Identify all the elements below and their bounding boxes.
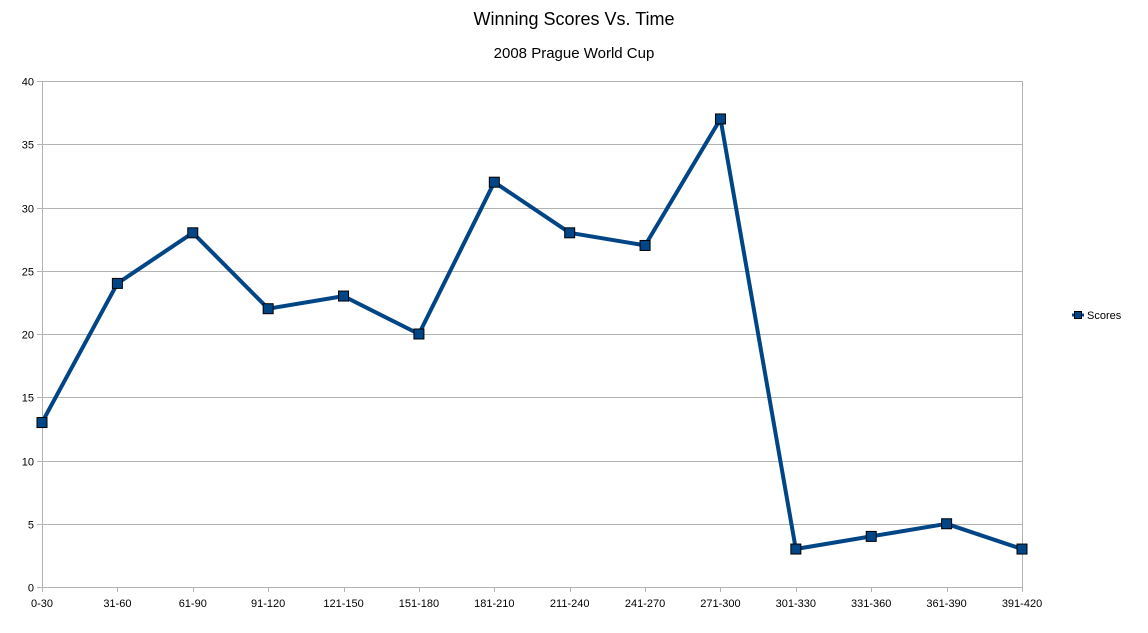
y-tick-label-20: 20: [22, 330, 34, 342]
x-tick-label-211-240: 211-240: [550, 598, 590, 610]
x-tick-label-241-270: 241-270: [625, 598, 665, 610]
legend-label-scores: Scores: [1087, 310, 1122, 322]
axes: [37, 81, 1023, 592]
data-point-241-270: [639, 239, 651, 251]
y-tick-label-40: 40: [22, 77, 34, 89]
x-tick-label-271-300: 271-300: [700, 598, 740, 610]
x-tick-label-121-150: 121-150: [323, 598, 363, 610]
y-tick-label-0: 0: [28, 583, 34, 595]
data-point-391-420: [1016, 543, 1028, 555]
data-point-181-210: [488, 176, 500, 188]
y-tick-label-15: 15: [22, 393, 34, 405]
grid-lines: [42, 81, 1022, 525]
data-point-301-330: [790, 543, 802, 555]
y-tick-label-10: 10: [22, 457, 34, 469]
series-lines: [40, 116, 1024, 551]
x-tick-label-61-90: 61-90: [179, 598, 207, 610]
data-point-0-30: [36, 417, 48, 429]
x-tick-label-301-330: 301-330: [776, 598, 816, 610]
data-point-91-120: [262, 303, 274, 315]
x-tick-label-31-60: 31-60: [103, 598, 131, 610]
x-tick-label-181-210: 181-210: [474, 598, 514, 610]
data-point-331-360: [865, 530, 877, 542]
legend-marker-swatch: [1074, 311, 1082, 319]
data-point-211-240: [564, 227, 576, 239]
y-tick-label-35: 35: [22, 140, 34, 152]
data-point-271-300: [714, 113, 726, 125]
data-point-121-150: [338, 290, 350, 302]
y-tick-label-5: 5: [28, 520, 34, 532]
x-tick-label-361-390: 361-390: [926, 598, 966, 610]
x-tick-label-0-30: 0-30: [31, 598, 53, 610]
legend: Scores: [1072, 310, 1122, 322]
series-line-scores: [40, 116, 1024, 551]
chart-subtitle: 2008 Prague World Cup: [494, 45, 655, 62]
data-point-151-180: [413, 328, 425, 340]
data-point-361-390: [941, 518, 953, 530]
data-point-markers: [36, 113, 1028, 555]
x-tick-label-391-420: 391-420: [1002, 598, 1042, 610]
x-tick-label-151-180: 151-180: [399, 598, 439, 610]
chart-title: Winning Scores Vs. Time: [473, 9, 674, 29]
y-tick-label-30: 30: [22, 204, 34, 216]
data-point-61-90: [187, 227, 199, 239]
y-tick-label-25: 25: [22, 267, 34, 279]
x-tick-label-331-360: 331-360: [851, 598, 891, 610]
x-tick-label-91-120: 91-120: [251, 598, 285, 610]
y-axis-tick-labels: 0 5 10 15 20 25 30 35 40: [22, 77, 34, 595]
data-point-31-60: [111, 277, 123, 289]
x-axis-tick-labels: 0-30 31-60 61-90 91-120 121-150 151-180 181-21…: [31, 598, 1042, 610]
